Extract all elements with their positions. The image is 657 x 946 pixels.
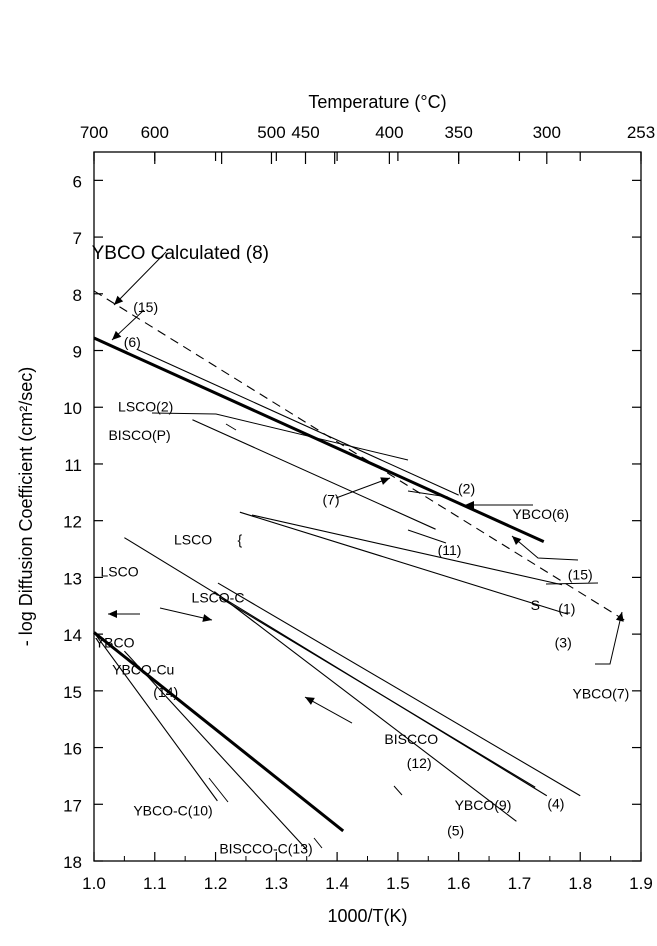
series-line-8 [214, 591, 517, 822]
annotation-label: (14) [153, 684, 178, 700]
annotation-label: S [531, 597, 540, 613]
leader-ybco-calc [113, 251, 167, 306]
leader-2 [407, 490, 449, 498]
annotation-label: LSCO [100, 564, 138, 580]
y-tick-label: 9 [73, 343, 82, 362]
temperature-tick-label: 350 [444, 123, 472, 142]
series-line-3 [136, 348, 459, 496]
annotation-label: (6) [124, 334, 141, 350]
x-tick-label: 1.2 [204, 874, 228, 893]
annotation-label: (7) [322, 492, 339, 508]
arrow-bisco [305, 697, 315, 705]
x-tick-label: 1.4 [325, 874, 349, 893]
top-axis-title: Temperature (°C) [308, 92, 446, 112]
temperature-tick-label: 450 [291, 123, 319, 142]
annotation-label: (15) [568, 567, 593, 583]
y-axis-title: - log Diffusion Coefficient (cm²/sec) [16, 367, 36, 646]
temperature-tick-label: 500 [257, 123, 285, 142]
arrow-15b [512, 536, 522, 546]
annotation-label: LSCO-C [192, 589, 245, 605]
series-line-4 [192, 419, 436, 530]
leader-1 [545, 582, 599, 585]
arrow-ybco7 [615, 612, 624, 622]
series-line-13 [93, 632, 218, 802]
y-tick-label: 12 [63, 513, 82, 532]
y-tick-label: 6 [73, 172, 82, 191]
annotation-label: (4) [547, 796, 564, 812]
temperature-tick-label: 700 [80, 123, 108, 142]
leader-bisco-c13 [313, 837, 323, 849]
y-tick-label: 16 [63, 740, 82, 759]
arrow-ybco-cu [108, 610, 117, 618]
leader-15b [511, 535, 579, 561]
annotation-label: (5) [447, 822, 464, 838]
annotation-label: BISCCO-C(13) [219, 841, 312, 857]
x-tick-label: 1.5 [386, 874, 410, 893]
y-tick-label: 17 [63, 796, 82, 815]
x-tick-label: 1.1 [143, 874, 167, 893]
series-line-6 [239, 511, 569, 615]
annotation-label: YBCO [95, 635, 135, 651]
y-tick-label: 15 [63, 683, 82, 702]
x-axis-title: 1000/T(K) [327, 906, 407, 926]
y-tick-label: 8 [73, 286, 82, 305]
annotation-label: (15) [133, 299, 158, 315]
leader-ybco9 [393, 785, 403, 796]
series-line-1 [93, 290, 630, 624]
x-tick-label: 1.9 [629, 874, 653, 893]
temperature-tick-label: 400 [375, 123, 403, 142]
leader-lsco2 [151, 412, 409, 461]
series-line-11 [93, 631, 345, 833]
series-line-10 [124, 537, 548, 797]
annotation-label: (3) [555, 635, 572, 651]
annotation-label: (12) [407, 755, 432, 771]
annotation-label: YBCO(9) [455, 797, 512, 813]
x-tick-label: 1.0 [82, 874, 106, 893]
arrow-15 [112, 330, 122, 340]
arrow-7 [380, 477, 390, 485]
temperature-tick-label: 300 [533, 123, 561, 142]
temperature-tick-label: 600 [141, 123, 169, 142]
annotation-label: LSCO(2) [118, 399, 173, 415]
leader-bisco-p [225, 423, 237, 431]
y-tick-label: 10 [63, 399, 82, 418]
annotation-label: BISCCO [384, 731, 438, 747]
annotation-label: YBCO Calculated (8) [92, 243, 269, 264]
annotation-label: (1) [558, 601, 575, 617]
annotation-label: (2) [458, 480, 475, 496]
annotation-label: { [238, 531, 243, 547]
annotation-label: LSCO [174, 531, 212, 547]
y-tick-label: 11 [64, 456, 82, 475]
y-tick-label: 14 [63, 626, 82, 645]
annotation-label: BISCO(P) [108, 427, 170, 443]
annotation-label: YBCO-C(10) [133, 803, 212, 819]
x-tick-label: 1.3 [265, 874, 289, 893]
arrow-ybco [202, 614, 212, 622]
arrow-ybco6 [465, 501, 474, 509]
annotation-label: YBCO(6) [512, 506, 569, 522]
annotation-label: YBCO(7) [572, 686, 629, 702]
leader-7 [335, 477, 391, 499]
series-line-5 [251, 514, 563, 586]
leader-ybco7 [595, 611, 623, 665]
y-tick-label: 18 [63, 853, 82, 872]
y-tick-label: 7 [73, 229, 82, 248]
x-tick-label: 1.7 [508, 874, 532, 893]
x-tick-label: 1.8 [568, 874, 592, 893]
annotation-label: YBCO-Cu [112, 661, 174, 677]
leader-11 [407, 529, 447, 544]
y-tick-label: 13 [63, 569, 82, 588]
annotation-label: (11) [438, 542, 462, 558]
arrow-ybco-calc [114, 295, 124, 305]
leader-ybco-c10 [208, 777, 229, 803]
x-tick-label: 1.6 [447, 874, 471, 893]
series-line-7 [217, 582, 581, 797]
series-line-12 [123, 650, 308, 851]
temperature-tick-label: 253 [627, 123, 655, 142]
series-line-2 [93, 336, 545, 544]
